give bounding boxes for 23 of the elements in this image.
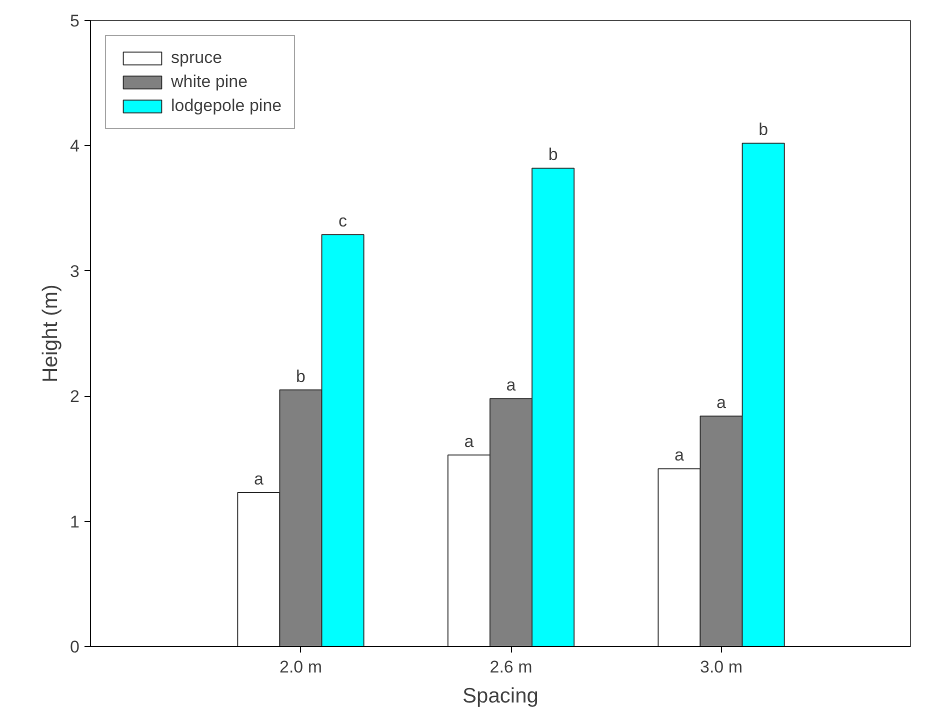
y-tick-label: 2 bbox=[70, 387, 80, 406]
data-label: a bbox=[716, 393, 727, 412]
x-tick-label: 2.6 m bbox=[490, 658, 532, 676]
legend-label: spruce bbox=[171, 48, 222, 68]
y-axis-title: Height (m) bbox=[39, 284, 62, 383]
data-label: a bbox=[464, 432, 474, 451]
data-label: b bbox=[758, 120, 768, 140]
y-tick-label: 0 bbox=[70, 638, 80, 656]
y-tick-label: 3 bbox=[70, 262, 80, 281]
x-axis-title: Spacing bbox=[462, 684, 538, 708]
data-label: a bbox=[506, 376, 516, 395]
y-tick-label: 5 bbox=[70, 12, 80, 30]
y-tick-label: 1 bbox=[70, 512, 80, 532]
data-label: a bbox=[674, 446, 684, 465]
legend-label: lodgepole pine bbox=[171, 96, 282, 116]
legend-label: white pine bbox=[171, 72, 248, 92]
y-tick-label: 4 bbox=[70, 136, 80, 156]
x-tick-label: 2.0 m bbox=[280, 658, 322, 676]
x-tick-label: 3.0 m bbox=[700, 658, 743, 676]
data-label: b bbox=[296, 366, 306, 386]
data-label: b bbox=[548, 145, 558, 164]
data-label: c bbox=[338, 212, 348, 231]
data-label: a bbox=[254, 470, 264, 489]
